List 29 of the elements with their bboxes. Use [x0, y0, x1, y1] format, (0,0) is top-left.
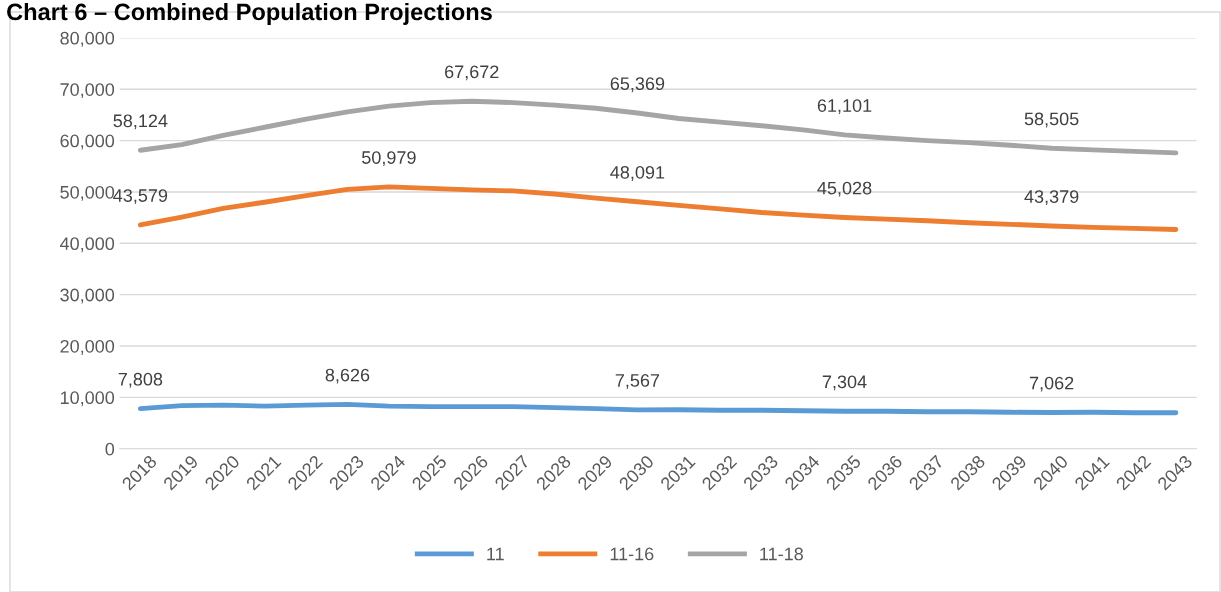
- y-tick-label: 40,000: [59, 237, 115, 253]
- y-tick-label: 30,000: [60, 288, 115, 304]
- data-label: 43,379: [1024, 190, 1079, 206]
- y-tick-label: 80,000: [60, 31, 115, 47]
- data-label: 48,091: [610, 165, 665, 181]
- y-tick-label: 50,000: [60, 185, 115, 201]
- data-label: 7,062: [1029, 376, 1074, 392]
- data-label: 58,505: [1024, 112, 1079, 128]
- data-label: 7,304: [822, 375, 867, 391]
- y-tick-label: 60,000: [60, 134, 115, 150]
- data-label: 7,567: [615, 374, 660, 389]
- data-label: 45,028: [817, 181, 872, 197]
- legend-label: 11: [487, 547, 504, 561]
- data-label: 7,808: [118, 372, 163, 388]
- data-label: 65,369: [610, 77, 665, 93]
- chart-title: Chart 6 – Combined Population Projections: [7, 2, 492, 25]
- legend-label: 11-18: [760, 547, 803, 561]
- line-series: [137, 402, 1179, 416]
- y-tick-label: 70,000: [60, 83, 115, 99]
- y-tick-label: 0: [105, 442, 115, 456]
- data-label: 43,579: [113, 189, 168, 205]
- data-label: 58,124: [113, 114, 168, 130]
- data-label: 50,979: [362, 151, 416, 167]
- y-tick-label: 20,000: [60, 339, 115, 355]
- y-tick-label: 10,000: [60, 391, 115, 407]
- data-label: 8,626: [325, 368, 370, 384]
- data-label: 61,101: [817, 99, 872, 115]
- data-label: 67,672: [445, 65, 499, 81]
- legend-label: 11-16: [610, 547, 654, 561]
